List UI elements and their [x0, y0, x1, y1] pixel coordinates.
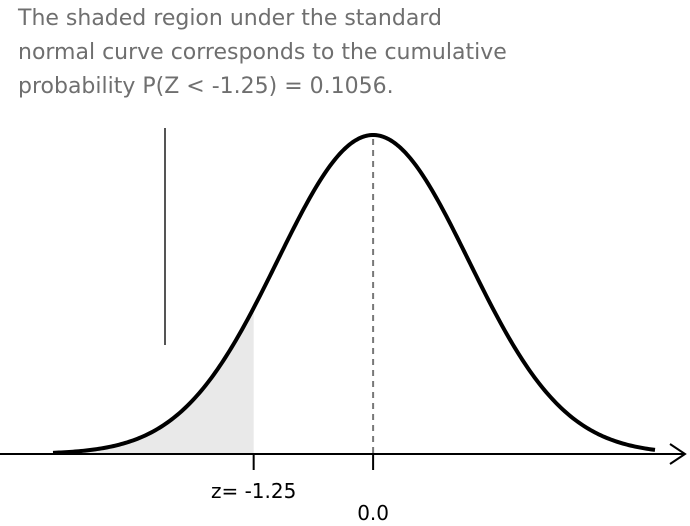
normal-density-curve — [52, 133, 656, 455]
x-tick-label: z= -1.25 — [211, 479, 296, 503]
caption-line-3: probability P(Z < -1.25) = 0.1056. — [18, 74, 394, 99]
chart-caption: The shaded region under the standard nor… — [18, 2, 678, 104]
x-axis-arrowhead — [669, 443, 687, 465]
x-axis-ticks: z= -1.25 0.0 — [211, 454, 389, 525]
caption-line-1: The shaded region under the standard — [18, 6, 442, 31]
x-tick-label: 0.0 — [357, 501, 389, 525]
shaded-probability-region — [53, 307, 254, 454]
caption-line-2: normal curve corresponds to the cumulati… — [18, 40, 507, 65]
